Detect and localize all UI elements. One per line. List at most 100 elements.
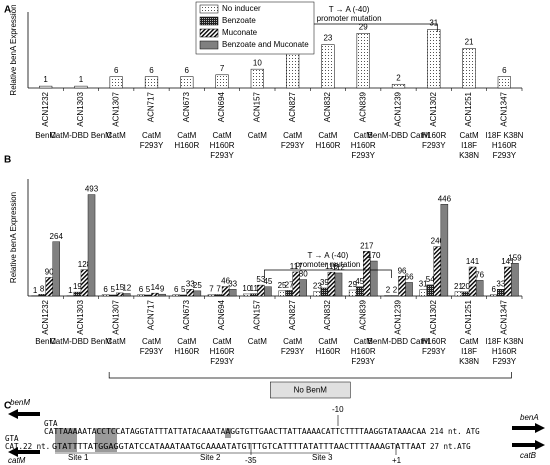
- genotype-label: I18F: [461, 141, 477, 150]
- bar: [215, 74, 229, 89]
- bar: [158, 293, 166, 297]
- value-label: 12: [122, 284, 131, 293]
- value-label: 53: [256, 275, 265, 284]
- value-label: 21: [454, 282, 463, 291]
- bar: [504, 266, 512, 297]
- bar: [52, 241, 60, 297]
- annotation-box: [270, 381, 351, 399]
- bar: [511, 263, 519, 297]
- bar: [313, 291, 322, 297]
- value-label: 27: [285, 281, 294, 290]
- genotype-label: BenM: [35, 337, 56, 346]
- genotype-label: CatM: [107, 337, 126, 346]
- bar: [257, 284, 265, 297]
- value-label: 6: [185, 66, 190, 75]
- genotype-label: F293Y: [140, 347, 164, 356]
- genotype-label: F293Y: [281, 347, 305, 356]
- bar: [137, 294, 145, 297]
- bar: [39, 85, 53, 89]
- x-tick-label: ACN157: [252, 91, 261, 122]
- genotype-label: H160R: [492, 141, 517, 150]
- legend-label: Muconate: [222, 28, 258, 37]
- genotype-label: H160R: [315, 347, 340, 356]
- bar: [193, 290, 202, 297]
- bar: [74, 85, 88, 89]
- bar: [109, 76, 123, 89]
- x-tick-label: ACN1232: [41, 299, 50, 334]
- value-label: 117: [290, 262, 303, 271]
- genotype-label: F293Y: [351, 357, 375, 366]
- genotype-label: F293Y: [422, 347, 446, 356]
- sequence-end: 214 nt. ATG: [430, 427, 480, 436]
- genotype-label: F293Y: [493, 151, 517, 160]
- value-label: 1: [33, 286, 38, 295]
- gene-label: catM: [8, 456, 26, 465]
- value-label: 6: [174, 285, 179, 294]
- sequence-start: GTA: [5, 434, 19, 443]
- genotype-label: H160R: [421, 337, 446, 346]
- x-tick-label: ACN157: [252, 299, 261, 330]
- bar: [419, 289, 427, 297]
- genotype-label: H160R: [315, 141, 340, 150]
- value-label: 29: [348, 280, 357, 289]
- value-label: 39: [320, 278, 329, 287]
- x-tick-label: ACN827: [288, 299, 297, 330]
- x-tick-label: ACN1303: [76, 299, 85, 334]
- genotype-label: I18F K38N: [485, 131, 523, 140]
- value-label: 21: [465, 38, 474, 47]
- value-label: 1: [68, 286, 73, 295]
- bar: [356, 33, 370, 89]
- genotype-label: CatM: [213, 337, 232, 346]
- bracket: [264, 269, 392, 278]
- genotype-label: I18F K38N: [485, 337, 523, 346]
- genotype-label: F293Y: [351, 151, 375, 160]
- value-label: 33: [186, 279, 195, 288]
- value-label: 170: [367, 251, 381, 260]
- value-label: 5: [181, 285, 186, 294]
- bar: [228, 289, 237, 297]
- genotype-label: H160R: [421, 131, 446, 140]
- gene-arrow: [512, 440, 545, 450]
- value-label: 7: [216, 285, 221, 294]
- bar: [461, 291, 470, 297]
- value-label: 7: [209, 285, 214, 294]
- value-label: 9: [160, 284, 165, 293]
- x-tick-label: ACN832: [323, 299, 332, 330]
- sequence-end: 27 nt.ATG: [430, 442, 471, 451]
- x-tick-label: ACN832: [323, 91, 332, 122]
- bar: [285, 290, 293, 297]
- bar: [427, 29, 441, 89]
- value-label: 6: [502, 66, 507, 75]
- value-label: 128: [78, 260, 92, 269]
- x-tick-label: ACN1239: [394, 299, 403, 334]
- bar: [250, 293, 258, 297]
- bar: [80, 269, 89, 297]
- value-label: 6: [492, 285, 497, 294]
- genotype-label: CatM: [283, 337, 302, 346]
- genotype-label: CatM: [142, 131, 161, 140]
- genotype-label: K38N: [459, 151, 479, 160]
- x-tick-label: ACN1347: [499, 91, 508, 126]
- genotype-label: H160R: [492, 347, 517, 356]
- sequence-start: CAT.22 nt.: [5, 442, 50, 451]
- value-label: 15: [115, 283, 124, 292]
- genotype-label: H160R: [351, 141, 376, 150]
- legend: No inducer Benzoate Muconate Benzoate and M…: [195, 1, 315, 55]
- site-highlight: [225, 428, 231, 438]
- site-label: Site 1: [68, 453, 89, 462]
- value-label: 46: [221, 277, 230, 286]
- bottom-sequence: GTATTTTATGGAGGTATCCATAAATAATGCAAAATATGTT…: [52, 442, 427, 451]
- legend-swatch: [199, 4, 219, 14]
- annotation: No BenM: [294, 386, 328, 395]
- genotype-label: H160R: [210, 141, 235, 150]
- bar: [144, 294, 152, 297]
- value-label: 159: [508, 253, 522, 262]
- y-axis-label: Relative benA Expression: [9, 4, 18, 95]
- x-tick-label: ACN694: [217, 299, 226, 330]
- x-tick-label: ACN1302: [429, 91, 438, 126]
- value-label: 19: [73, 282, 82, 291]
- value-label: 2: [396, 73, 401, 82]
- genotype-label: F293Y: [210, 151, 234, 160]
- genotype-label: BenM-DBD CatM: [368, 131, 430, 140]
- genotype-label: CatM: [354, 131, 373, 140]
